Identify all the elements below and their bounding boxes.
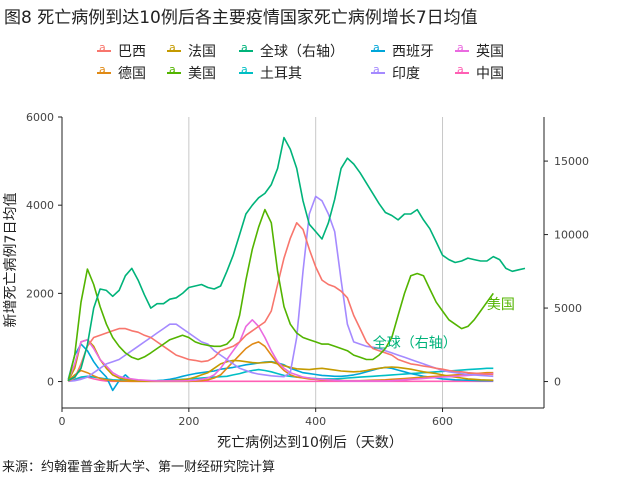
- series-line-全球（右轴）: [67, 136, 526, 382]
- y-tick-label: 0: [47, 376, 54, 389]
- legend-label-spain: 西班牙: [392, 44, 434, 60]
- legend-label-germany: 德国: [118, 66, 146, 82]
- annotation-usa: 美国: [487, 297, 515, 313]
- legend-key-uk: [454, 41, 470, 58]
- legend-label-turkey: 土耳其: [260, 66, 302, 82]
- x-tick-label: 600: [432, 415, 453, 428]
- legend-item-spain: 西班牙: [370, 41, 454, 61]
- legend-key-india: [370, 63, 386, 80]
- y2-tick-label: 0: [554, 376, 561, 389]
- series-line-印度: [68, 195, 494, 383]
- y2-tick-label: 15000: [554, 155, 589, 168]
- x-axis-label: 死亡病例达到10例后（天数）: [217, 435, 403, 451]
- legend-item-india: 印度: [370, 63, 454, 83]
- series-line-英国: [67, 319, 494, 382]
- legend-key-france: [166, 41, 182, 58]
- legend: 巴西 法国 全球（右轴） 西班牙 英国 德国 美国 土耳其 印度 中国: [96, 40, 536, 84]
- legend-item-usa: 美国: [166, 63, 238, 83]
- legend-item-world: 全球（右轴）: [238, 41, 370, 61]
- legend-item-germany: 德国: [96, 63, 166, 83]
- y-tick-label: 4000: [26, 199, 54, 212]
- legend-key-china: [454, 63, 470, 80]
- legend-label-india: 印度: [392, 66, 420, 82]
- y-axis-label: 新增死亡病例7日均值: [3, 193, 19, 328]
- legend-row-1: 巴西 法国 全球（右轴） 西班牙 英国: [96, 40, 536, 62]
- legend-label-uk: 英国: [476, 44, 504, 60]
- axes: 0 2000 4000 6000 0 5000 10000 15000 0 200 400 600: [26, 111, 589, 428]
- legend-item-china: 中国: [454, 63, 504, 83]
- legend-key-germany: [96, 63, 112, 80]
- legend-label-france: 法国: [188, 44, 216, 60]
- legend-item-turkey: 土耳其: [238, 63, 370, 83]
- annotation-world: 全球（右轴）: [373, 335, 457, 352]
- y-tick-label: 2000: [26, 287, 54, 300]
- legend-label-world: 全球（右轴）: [260, 44, 344, 60]
- y-tick-label: 6000: [26, 111, 54, 124]
- legend-item-brazil: 巴西: [96, 41, 166, 61]
- legend-label-brazil: 巴西: [118, 44, 146, 60]
- chart-title: 图8 死亡病例到达10例后各主要疫情国家死亡病例增长7日均值: [4, 8, 478, 28]
- y2-tick-label: 10000: [554, 229, 589, 242]
- legend-key-world: [238, 41, 254, 58]
- legend-key-spain: [370, 41, 386, 58]
- series-line-巴西: [67, 222, 494, 382]
- y2-tick-label: 5000: [554, 302, 582, 315]
- source-note: 来源：约翰霍普金斯大学、第一财经研究院计算: [2, 460, 276, 475]
- series-lines: [67, 136, 526, 392]
- x-tick-label: 0: [59, 415, 66, 428]
- legend-item-france: 法国: [166, 41, 238, 61]
- x-tick-label: 400: [305, 415, 326, 428]
- series-line-美国: [67, 208, 494, 382]
- legend-label-usa: 美国: [188, 66, 216, 82]
- legend-key-usa: [166, 63, 182, 80]
- x-tick-label: 200: [178, 415, 199, 428]
- legend-label-china: 中国: [476, 66, 504, 82]
- legend-row-2: 德国 美国 土耳其 印度 中国: [96, 62, 536, 84]
- legend-item-uk: 英国: [454, 41, 504, 61]
- legend-key-brazil: [96, 41, 112, 58]
- legend-key-turkey: [238, 63, 254, 80]
